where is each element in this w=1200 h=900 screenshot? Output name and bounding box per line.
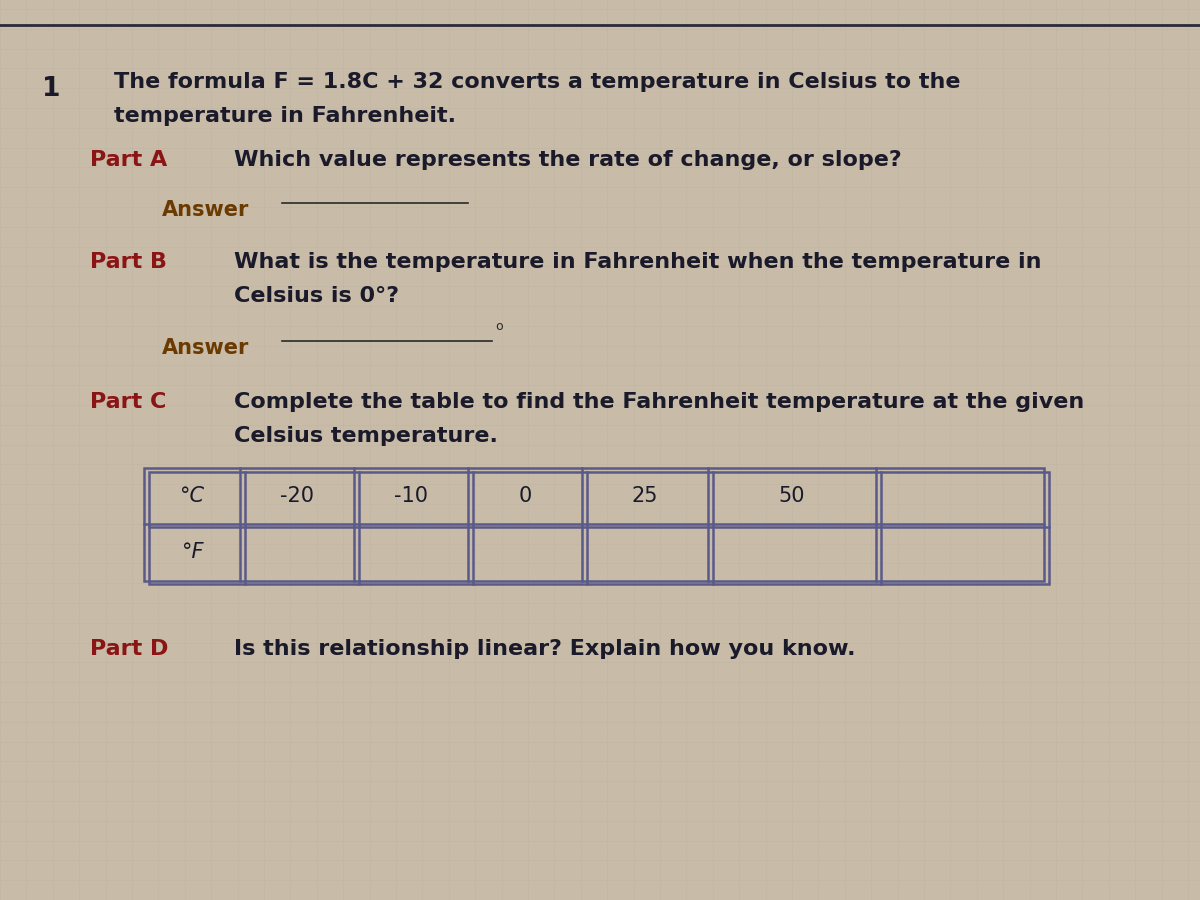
Text: -10: -10	[394, 486, 428, 506]
Text: °C: °C	[180, 486, 204, 506]
Text: What is the temperature in Fahrenheit when the temperature in: What is the temperature in Fahrenheit wh…	[234, 252, 1042, 272]
Bar	[149, 472, 1049, 584]
Text: -20: -20	[280, 486, 314, 506]
Text: o: o	[496, 320, 503, 333]
Text: Part A: Part A	[90, 150, 167, 170]
Text: Celsius is 0°?: Celsius is 0°?	[234, 286, 400, 306]
Text: Part B: Part B	[90, 252, 167, 272]
Text: The formula F = 1.8C + 32 converts a temperature in Celsius to the: The formula F = 1.8C + 32 converts a tem…	[114, 72, 960, 92]
Text: temperature in Fahrenheit.: temperature in Fahrenheit.	[114, 106, 456, 126]
Text: 0: 0	[518, 486, 532, 506]
Text: 50: 50	[779, 486, 805, 506]
Text: °F: °F	[181, 542, 203, 562]
Text: Part D: Part D	[90, 639, 168, 659]
Text: Which value represents the rate of change, or slope?: Which value represents the rate of chang…	[234, 150, 901, 170]
Text: Is this relationship linear? Explain how you know.: Is this relationship linear? Explain how…	[234, 639, 856, 659]
Text: 25: 25	[631, 486, 659, 506]
Text: Celsius temperature.: Celsius temperature.	[234, 426, 498, 446]
Text: Part C: Part C	[90, 392, 167, 411]
Text: 1: 1	[42, 76, 60, 103]
Text: Answer: Answer	[162, 200, 250, 220]
Bar	[144, 468, 1044, 580]
Text: Answer: Answer	[162, 338, 250, 357]
Text: Complete the table to find the Fahrenheit temperature at the given: Complete the table to find the Fahrenhei…	[234, 392, 1085, 411]
